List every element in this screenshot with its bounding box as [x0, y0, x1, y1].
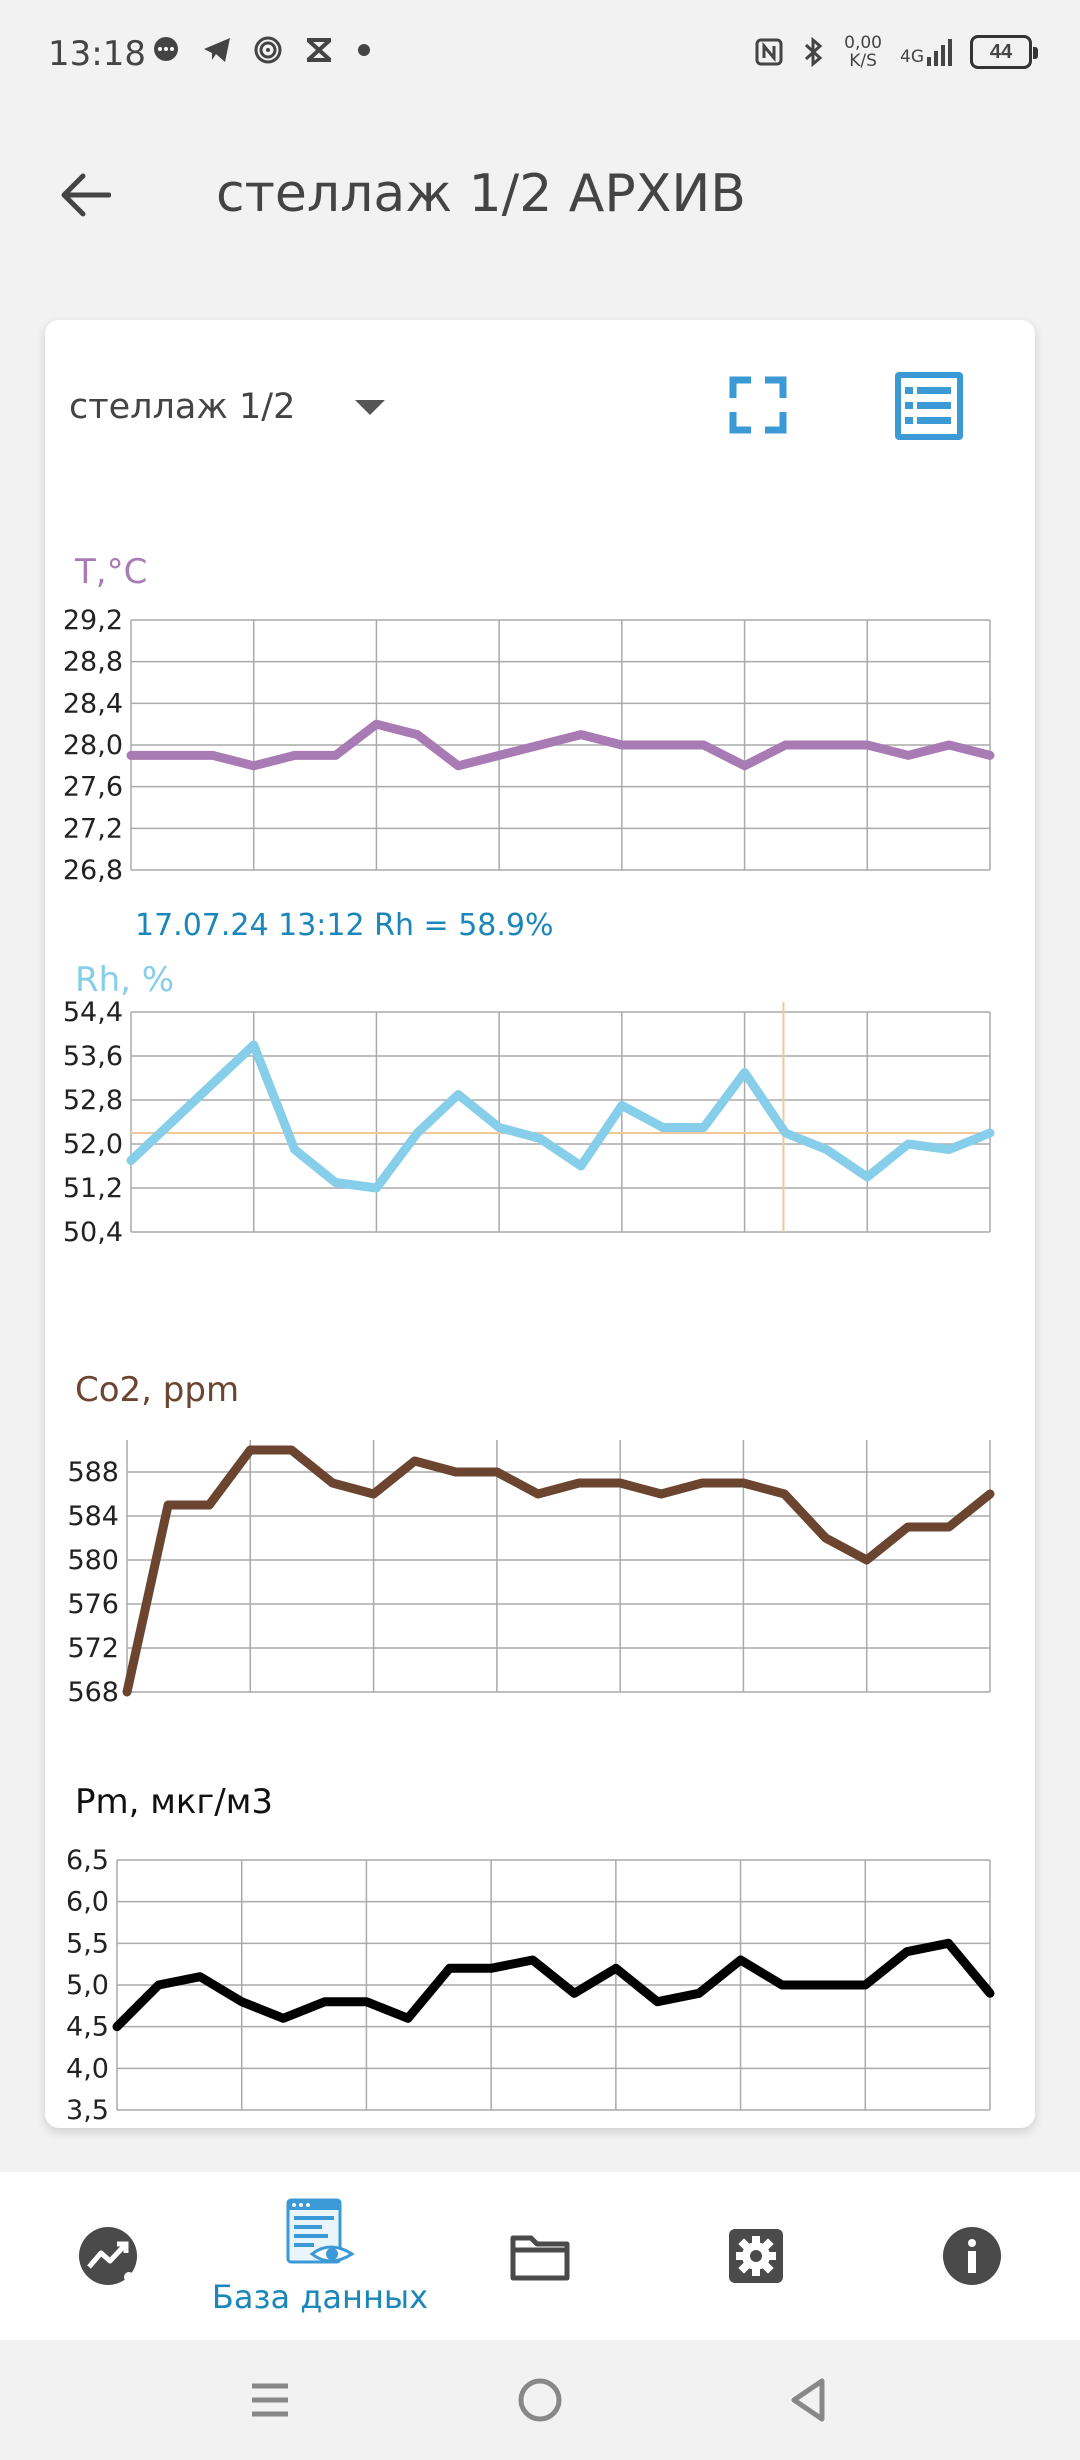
temperature-chart-plot: 29,2 28,8 28,4 28,0 27,6 27,2 26,8: [63, 605, 995, 886]
list-view-button[interactable]: [891, 368, 967, 444]
temperature-y-tick-label: 27,2: [63, 813, 123, 844]
temperature-series-line: [126, 719, 995, 771]
bottom-navigation: База данных: [0, 2172, 1080, 2340]
co2-y-tick-label: 580: [67, 1545, 119, 1576]
info-icon: [943, 2227, 1001, 2285]
humidity-cursor-readout: 17.07.24 13:12 Rh = 58.9%: [135, 908, 554, 943]
rack-select-value: стеллаж 1/2: [69, 387, 296, 427]
fullscreen-button[interactable]: [721, 368, 795, 442]
co2-chart-title: Co2, ppm: [75, 1370, 240, 1410]
humidity-y-tick-label: 51,2: [63, 1173, 123, 1204]
humidity-y-tick-label: 54,4: [63, 997, 123, 1028]
pm-y-tick-label: 5,5: [66, 1928, 109, 1959]
co2-chart[interactable]: Co2, ppm 588 584 580 576 572 568: [45, 1350, 1035, 1708]
home-circle-icon: [518, 2378, 562, 2422]
status-time: 13:18: [48, 34, 146, 74]
pm-y-tick-label: 4,0: [66, 2053, 109, 2084]
nfc-icon: [755, 38, 783, 66]
co2-series-line: [122, 1445, 995, 1697]
humidity-y-tick-label: 52,0: [63, 1129, 123, 1160]
chat-icon: [154, 37, 178, 61]
pm-y-tick-label: 4,5: [66, 2012, 109, 2043]
pm-y-tick-label: 6,5: [66, 1845, 109, 1876]
humidity-chart-title: Rh, %: [75, 960, 175, 1000]
pm-y-tick-label: 5,0: [66, 1970, 109, 2001]
temperature-y-tick-label: 29,2: [63, 605, 123, 636]
net-speed-unit: K/S: [849, 51, 877, 71]
pm-y-tick-label: 6,0: [66, 1887, 109, 1918]
page-title: стеллаж 1/2 АРХИВ: [216, 164, 746, 224]
temperature-chart-title: T,°C: [75, 552, 148, 592]
list-icon: [895, 372, 963, 440]
back-button[interactable]: [50, 160, 120, 230]
system-back-button[interactable]: [776, 2368, 840, 2432]
signal: 4G: [900, 37, 952, 67]
nav-item-settings[interactable]: [716, 2172, 796, 2340]
system-navigation: [0, 2340, 1080, 2460]
humidity-y-tick-label: 52,8: [63, 1085, 123, 1116]
bluetooth-icon: [805, 36, 823, 68]
home-button[interactable]: [508, 2368, 572, 2432]
fullscreen-icon: [729, 376, 787, 434]
network-type: 4G: [900, 47, 924, 67]
pm-series-line: [112, 1938, 995, 2032]
arrow-back-icon: [61, 173, 111, 217]
humidity-series-line: [126, 1040, 995, 1193]
temperature-y-tick-label: 28,8: [63, 647, 123, 678]
nav-label-database: База данных: [211, 2278, 429, 2316]
status-bar: 13:18 0,00 K/S 4G 44: [0, 0, 1080, 110]
gear-icon: [729, 2229, 783, 2283]
humidity-chart-plot: 54,4 53,6 52,8 52,0 51,2 50,4: [63, 997, 995, 1248]
humidity-y-tick-label: 53,6: [63, 1041, 123, 1072]
co2-y-tick-label: 588: [67, 1457, 119, 1488]
co2-y-tick-label: 568: [67, 1677, 119, 1708]
recents-button[interactable]: [238, 2368, 302, 2432]
status-right: 0,00 K/S 4G 44: [754, 34, 1038, 70]
co2-chart-plot: 588 584 580 576 572 568: [67, 1440, 995, 1708]
telegram-icon: [204, 38, 230, 62]
co2-y-tick-label: 576: [67, 1589, 119, 1620]
net-speed-value: 0,00: [844, 33, 882, 53]
nav-item-live[interactable]: [50, 2172, 166, 2340]
pm-chart[interactable]: Pm, мкг/м3 6,5 6,0 5,5 5,0 4,5 4,0 3,5: [45, 1760, 1035, 2126]
folder-icon: [510, 2235, 570, 2281]
nav-item-database[interactable]: База данных: [190, 2172, 450, 2340]
co2-y-tick-label: 572: [67, 1633, 119, 1664]
triangle-back-icon: [791, 2378, 825, 2422]
pm-chart-plot: 6,5 6,0 5,5 5,0 4,5 4,0 3,5: [66, 1845, 995, 2126]
temperature-y-tick-label: 27,6: [63, 772, 123, 803]
pm-y-tick-label: 3,5: [66, 2095, 109, 2126]
net-speed: 0,00 K/S: [844, 34, 882, 70]
temperature-chart[interactable]: T,°C 29,2 28,8 28,4 28,0 27,6 27,2 26,8: [45, 540, 1035, 886]
nav-item-files[interactable]: [500, 2172, 580, 2340]
temperature-y-tick-label: 28,4: [63, 688, 123, 719]
pm-chart-title: Pm, мкг/м3: [75, 1782, 274, 1822]
humidity-y-tick-label: 50,4: [63, 1217, 123, 1248]
battery-indicator: 44: [970, 35, 1038, 69]
humidity-chart[interactable]: 17.07.24 13:12 Rh = 58.9% Rh, % 54,4 53,6…: [45, 900, 1035, 1600]
co2-y-tick-label: 584: [67, 1501, 119, 1532]
charts-card: стеллаж 1/2 T,°C 29,2 28,8 28,4 28,0 27,6 27,…: [45, 320, 1035, 2128]
dot-icon: [358, 44, 370, 56]
database-icon: [286, 2198, 355, 2264]
nav-item-info[interactable]: [932, 2172, 1012, 2340]
spiral-icon: [254, 36, 282, 64]
menu-icon: [252, 2383, 288, 2417]
dropdown-arrow-icon: [355, 399, 386, 415]
xmark-app-icon: [306, 38, 332, 62]
temperature-y-tick-label: 28,0: [63, 730, 123, 761]
app-bar: стеллаж 1/2 АРХИВ: [0, 130, 1080, 260]
temperature-y-tick-label: 26,8: [63, 855, 123, 886]
notification-icons: [152, 36, 372, 64]
rack-select[interactable]: стеллаж 1/2: [69, 372, 386, 442]
signal-icon: [927, 39, 952, 66]
chart-icon: [79, 2227, 137, 2285]
